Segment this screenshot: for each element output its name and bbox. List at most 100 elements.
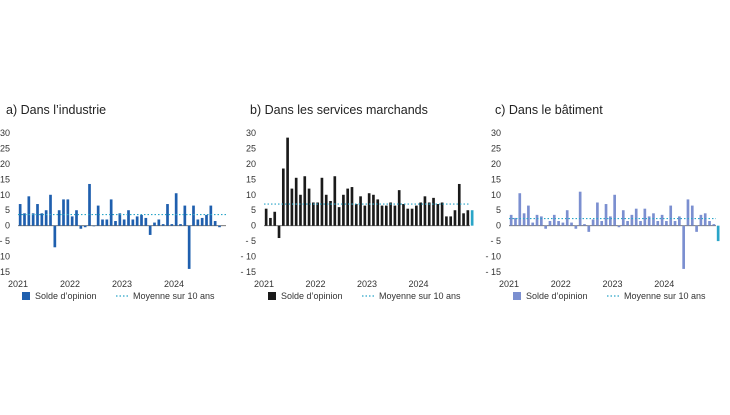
bar — [303, 176, 307, 226]
bar — [170, 224, 174, 226]
bar — [453, 210, 457, 226]
bar — [440, 202, 444, 226]
bar — [427, 202, 431, 226]
bar — [290, 188, 294, 226]
x-tick-label: 2024 — [408, 279, 428, 289]
bar — [703, 213, 707, 226]
y-tick-label: - 5 — [245, 236, 256, 246]
bar — [389, 202, 392, 226]
bar — [419, 202, 422, 226]
x-tick-label: 2022 — [60, 279, 80, 289]
bar — [552, 214, 556, 226]
bar — [83, 225, 87, 228]
bar — [44, 210, 48, 226]
bar — [109, 199, 113, 226]
bar — [432, 197, 435, 226]
bar — [518, 193, 522, 226]
bar — [273, 211, 277, 226]
bar — [406, 208, 410, 226]
bar — [114, 221, 117, 226]
bar — [346, 188, 350, 226]
bar — [57, 210, 61, 226]
bar — [36, 204, 39, 226]
bar — [342, 194, 345, 226]
bar — [591, 219, 595, 226]
bar — [135, 216, 139, 226]
bar — [436, 204, 440, 226]
bar — [621, 210, 625, 226]
bar — [122, 219, 126, 226]
bar — [66, 199, 70, 226]
y-tick-label: 25 — [0, 143, 10, 153]
bar — [514, 217, 517, 226]
bar — [716, 225, 720, 242]
bar — [376, 199, 380, 226]
bar — [613, 194, 616, 226]
x-tick-label: 2024 — [654, 279, 674, 289]
bar — [281, 168, 285, 226]
bar — [604, 204, 608, 226]
bar — [161, 224, 165, 226]
bar — [643, 208, 647, 226]
bar — [570, 222, 573, 226]
bar — [583, 224, 586, 226]
bar — [466, 210, 470, 226]
bar — [153, 222, 156, 226]
bar — [617, 225, 621, 228]
bar — [367, 193, 371, 226]
bar — [27, 196, 31, 226]
bar — [402, 204, 405, 226]
bar — [312, 202, 315, 226]
bar — [264, 208, 268, 226]
y-tick-label: - 15 — [0, 267, 10, 277]
legend-label-bar: Solde d’opinion — [526, 291, 588, 301]
bar — [79, 225, 83, 229]
bar — [200, 217, 204, 226]
bar — [196, 219, 200, 226]
bar — [140, 214, 143, 226]
bar — [18, 204, 22, 226]
bar — [53, 225, 57, 248]
bar — [350, 187, 354, 226]
y-tick-label: 10 — [491, 190, 501, 200]
y-tick-label: 5 — [251, 205, 256, 215]
bar — [105, 219, 109, 226]
y-tick-label: 25 — [246, 143, 256, 153]
bar — [88, 183, 91, 226]
y-tick-label: 0 — [496, 221, 501, 231]
y-tick-label: 15 — [246, 174, 256, 184]
x-tick-label: 2021 — [8, 279, 28, 289]
x-tick-label: 2021 — [254, 279, 274, 289]
bar — [174, 193, 178, 226]
bar — [380, 205, 384, 226]
y-tick-label: 0 — [5, 221, 10, 231]
bar — [131, 219, 135, 226]
bar — [509, 214, 513, 226]
panel-title: b) Dans les services marchands — [250, 103, 428, 117]
x-tick-label: 2023 — [602, 279, 622, 289]
bar — [49, 194, 52, 226]
bar — [148, 225, 152, 235]
bar — [712, 224, 716, 226]
bar — [557, 221, 560, 226]
y-tick-label: - 5 — [490, 236, 501, 246]
bar — [587, 225, 591, 232]
bar — [596, 202, 599, 226]
y-tick-label: 10 — [246, 190, 256, 200]
y-tick-label: - 10 — [0, 252, 10, 262]
bar — [384, 205, 388, 226]
x-tick-label: 2022 — [551, 279, 571, 289]
bar — [544, 225, 547, 229]
bar — [192, 205, 195, 226]
bar — [397, 190, 401, 226]
bar — [457, 183, 461, 226]
bar — [209, 205, 213, 226]
bar — [324, 194, 328, 226]
y-tick-label: 30 — [491, 128, 501, 138]
bar — [320, 177, 324, 226]
panel-title: a) Dans l’industrie — [6, 103, 106, 117]
bar — [686, 199, 690, 226]
bar — [561, 222, 565, 226]
legend-label-bar: Solde d’opinion — [281, 291, 343, 301]
